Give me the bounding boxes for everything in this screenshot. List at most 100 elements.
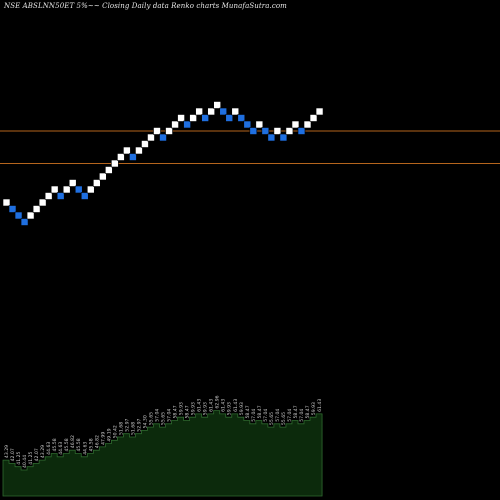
volume-area-shape — [2, 410, 323, 497]
brick-label: 61.43 — [233, 399, 239, 412]
renko-brick — [68, 179, 77, 187]
brick-label: 55.65 — [148, 412, 154, 425]
renko-brick — [183, 120, 191, 129]
brick-label: 55.65 — [281, 412, 287, 425]
brick-label: 61.43 — [221, 399, 227, 412]
renko-brick — [261, 127, 270, 135]
brick-label: 59.93 — [191, 402, 197, 415]
renko-brick — [129, 153, 137, 161]
brick-label: 44.63 — [46, 442, 52, 455]
renko-brick — [50, 185, 59, 194]
brick-label: 58.47 — [257, 405, 263, 418]
brick-label: 59.93 — [179, 402, 185, 415]
renko-brick — [56, 192, 65, 200]
renko-brick — [201, 114, 209, 122]
brick-label: 57.04 — [155, 409, 161, 422]
renko-brick — [123, 146, 131, 155]
brick-label: 58.47 — [293, 405, 299, 418]
renko-brick — [297, 127, 306, 135]
brick-label: 52.97 — [136, 418, 142, 431]
brick-label: 45.58 — [88, 438, 94, 451]
renko-brick — [80, 192, 89, 200]
renko-brick — [38, 198, 47, 207]
brick-label: 58.47 — [245, 405, 251, 418]
brick-label: 45.58 — [76, 438, 82, 451]
brick-label: 50.42 — [112, 425, 118, 438]
renko-brick — [267, 133, 276, 142]
brick-labels: 43.29 42.07 41.25 40.44 41.25 42.07 43.29 44.63… — [4, 395, 323, 468]
brick-label: 51.68 — [130, 422, 136, 435]
renko-bricks — [2, 101, 324, 226]
brick-label: 41.25 — [28, 451, 34, 464]
renko-brick — [315, 107, 324, 116]
brick-label: 47.99 — [100, 432, 106, 445]
brick-label: 44.63 — [82, 442, 88, 455]
brick-label: 45.58 — [64, 438, 70, 451]
renko-brick — [219, 107, 228, 116]
renko-brick — [279, 133, 288, 142]
brick-label: 41.25 — [16, 451, 22, 464]
brick-label: 40.44 — [22, 455, 28, 468]
brick-label: 46.82 — [94, 435, 100, 448]
renko-brick — [20, 218, 29, 226]
renko-brick — [165, 127, 173, 135]
renko-brick — [195, 107, 203, 116]
brick-label: 61.43 — [317, 399, 323, 412]
volume-area — [2, 410, 323, 497]
brick-label: 58.47 — [185, 405, 191, 418]
brick-label: 42.07 — [34, 448, 40, 461]
brick-label: 44.63 — [58, 442, 64, 455]
renko-brick — [243, 120, 252, 129]
renko-brick — [141, 140, 149, 148]
renko-brick — [189, 114, 197, 122]
renko-brick — [44, 192, 53, 200]
brick-label: 46.82 — [70, 435, 76, 448]
brick-label: 54.30 — [142, 415, 148, 428]
renko-brick — [303, 120, 312, 129]
brick-label: 58.47 — [305, 405, 311, 418]
renko-brick — [86, 185, 95, 194]
brick-label: 57.04 — [287, 409, 293, 422]
renko-brick — [62, 185, 71, 194]
renko-brick — [117, 153, 125, 161]
renko-brick — [159, 133, 167, 142]
brick-label: 42.07 — [10, 448, 16, 461]
renko-brick — [273, 127, 282, 135]
renko-brick — [26, 211, 35, 220]
renko-brick — [74, 185, 83, 194]
renko-brick — [135, 146, 143, 155]
reference-lines — [0, 130, 500, 164]
brick-label: 61.43 — [209, 399, 215, 412]
brick-label: 57.04 — [299, 409, 305, 422]
renko-brick — [105, 166, 113, 174]
renko-brick — [8, 205, 17, 213]
brick-label: 59.93 — [227, 402, 233, 415]
brick-label: 57.04 — [167, 409, 173, 422]
brick-label: 43.29 — [4, 445, 10, 458]
brick-label: 59.93 — [311, 402, 317, 415]
brick-label: 43.29 — [40, 445, 46, 458]
renko-brick — [14, 211, 23, 220]
renko-brick — [285, 127, 294, 135]
brick-label: 59.93 — [239, 402, 245, 415]
renko-brick — [255, 120, 264, 129]
brick-label: 58.47 — [173, 405, 179, 418]
renko-brick — [213, 101, 221, 109]
brick-label: 45.58 — [52, 438, 58, 451]
chart-title: NSE ABSLNN50ET 5%~~ Closing Daily data R… — [4, 2, 287, 10]
renko-brick — [171, 120, 179, 129]
renko-brick — [147, 133, 155, 142]
renko-brick — [237, 114, 246, 122]
brick-label: 57.04 — [275, 409, 281, 422]
brick-label: 57.04 — [263, 409, 269, 422]
brick-label: 55.65 — [269, 412, 275, 425]
renko-brick — [93, 179, 101, 187]
renko-brick — [225, 114, 234, 122]
brick-label: 49.19 — [106, 428, 112, 441]
renko-brick — [99, 172, 107, 181]
brick-label: 57.04 — [251, 409, 257, 422]
renko-brick — [177, 114, 185, 122]
renko-brick — [153, 127, 161, 135]
renko-brick — [309, 114, 318, 122]
renko-brick — [291, 120, 300, 129]
